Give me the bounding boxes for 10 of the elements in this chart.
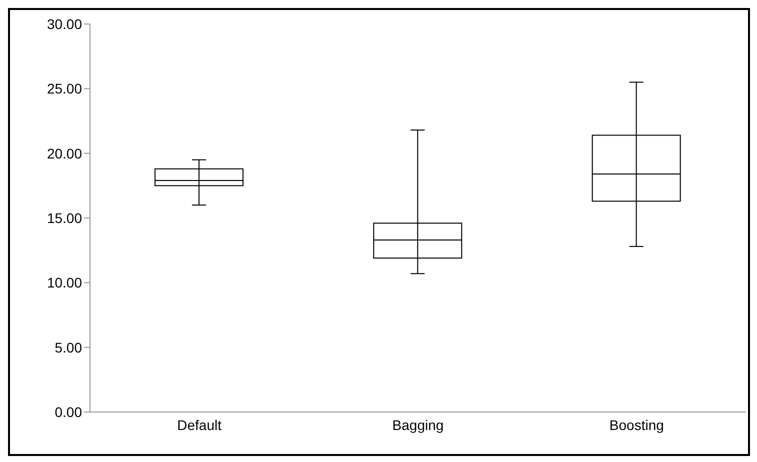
x-tick-label: Boosting xyxy=(609,416,664,433)
x-tick-label: Default xyxy=(177,416,222,433)
y-tick-label: 30.00 xyxy=(46,16,82,32)
x-tick-label: Bagging xyxy=(392,416,444,433)
y-tick-label: 20.00 xyxy=(46,145,82,162)
y-tick-label: 10.00 xyxy=(46,274,82,291)
y-tick-label: 0.00 xyxy=(54,404,82,420)
y-tick-label: 15.00 xyxy=(46,210,82,226)
y-tick-label: 25.00 xyxy=(46,80,82,97)
y-tick-label: 5.00 xyxy=(54,339,82,356)
